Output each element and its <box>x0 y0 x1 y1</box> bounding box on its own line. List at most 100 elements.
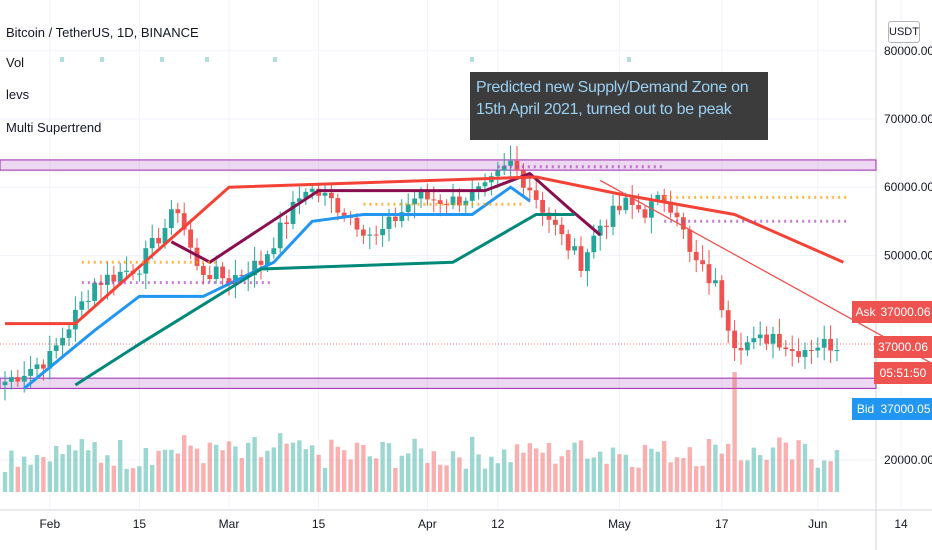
currency-button[interactable]: USDT <box>888 21 920 43</box>
volume-bar <box>412 438 417 492</box>
x-tick-label: Jun <box>808 517 827 531</box>
candle-body <box>66 329 72 338</box>
candle-body <box>553 219 558 225</box>
volume-bar <box>303 449 308 492</box>
candle-body <box>41 364 46 369</box>
candle-body <box>117 271 123 282</box>
x-tick-label: Mar <box>219 517 240 531</box>
volume-bar <box>719 453 724 492</box>
volume-bar <box>566 449 571 492</box>
volume-bar <box>438 464 443 492</box>
candle-body <box>149 237 155 249</box>
volume-bar <box>790 459 795 492</box>
candle-body <box>2 381 8 386</box>
candle-body <box>770 333 776 344</box>
volume-bar <box>681 458 686 492</box>
y-tick-label: 80000.00 <box>884 44 932 58</box>
volume-bar <box>764 459 769 492</box>
volume-bar <box>9 450 14 492</box>
supply-demand-zone <box>0 159 877 171</box>
volume-bar <box>207 442 212 492</box>
volume-bar <box>226 441 232 492</box>
volume-bar <box>457 457 462 492</box>
indicator-multi-supertrend[interactable]: Multi Supertrend <box>6 120 102 135</box>
x-tick-label: 12 <box>491 517 505 531</box>
volume-bar <box>828 461 833 492</box>
candle-body <box>329 192 334 199</box>
volume-bar <box>335 446 340 492</box>
candle-body <box>668 201 673 213</box>
volume-bar <box>79 439 84 492</box>
volume-bar <box>156 450 161 492</box>
candle-body <box>687 229 693 252</box>
volume-bar <box>796 440 801 492</box>
candle-body <box>60 337 65 346</box>
volume-bar <box>706 438 712 492</box>
volume-bar <box>604 463 609 492</box>
candle-body <box>457 196 462 206</box>
volume-bar <box>649 448 654 492</box>
volume-bar <box>278 433 283 492</box>
volume-bar <box>188 445 193 492</box>
last-price: 37000.06 <box>874 336 932 358</box>
volume-bar <box>169 449 174 492</box>
indicator-levs[interactable]: levs <box>6 87 30 102</box>
candle-body <box>450 196 456 205</box>
volume-bar <box>265 450 270 492</box>
volume-bar <box>726 443 731 492</box>
volume-bar <box>585 458 590 492</box>
x-tick-label: 17 <box>715 517 729 531</box>
candle-body <box>642 209 648 218</box>
candle-body <box>79 301 85 310</box>
candle-body <box>213 266 219 279</box>
candle-body <box>444 203 449 205</box>
volume-bar <box>514 444 520 492</box>
volume-bar <box>655 451 660 492</box>
candle-body <box>105 274 110 285</box>
y-tick-label: 50000.00 <box>884 248 932 262</box>
candle-body <box>73 309 78 330</box>
volume-bar <box>815 467 820 492</box>
volume-bar <box>431 451 436 492</box>
annotation-callout[interactable]: Predicted new Supply/Demand Zone on 15th… <box>470 72 768 140</box>
candle-body <box>335 198 341 213</box>
candle-body <box>828 338 833 351</box>
candle-body <box>162 227 168 244</box>
candle-body <box>169 209 174 228</box>
volume-bar <box>642 444 648 492</box>
volume-bar <box>182 435 187 492</box>
candle-body <box>309 188 315 192</box>
volume-bar <box>751 447 756 492</box>
volume-bar <box>201 463 206 492</box>
volume-bar <box>482 468 488 492</box>
indicator-vol[interactable]: Vol <box>6 55 25 70</box>
supply-demand-zone <box>0 377 877 389</box>
candle-body <box>802 350 808 357</box>
volume-bar <box>105 455 110 492</box>
candle-body <box>201 265 206 275</box>
volume-bar <box>386 443 392 492</box>
volume-bar <box>713 444 718 492</box>
signal-marker <box>100 57 104 62</box>
candle-body <box>783 347 789 350</box>
candle-body <box>361 229 366 236</box>
candle-body <box>9 377 14 382</box>
candle-body <box>290 201 296 224</box>
candle-body <box>405 204 411 213</box>
candle-body <box>585 252 590 271</box>
volume-bar <box>150 465 155 492</box>
candle-body <box>834 350 840 352</box>
volume-bar <box>822 460 827 492</box>
y-tick-label: 60000.00 <box>884 180 932 194</box>
candle-body <box>565 234 571 251</box>
candle-body <box>469 189 475 201</box>
candle-body <box>681 217 686 230</box>
volume-bar <box>687 447 692 492</box>
signal-marker <box>627 57 631 62</box>
candle-body <box>188 229 193 248</box>
volume-bar <box>777 437 782 492</box>
countdown: 05:51:50 <box>874 362 932 384</box>
volume-bar <box>310 445 315 492</box>
candle-body <box>252 260 257 276</box>
